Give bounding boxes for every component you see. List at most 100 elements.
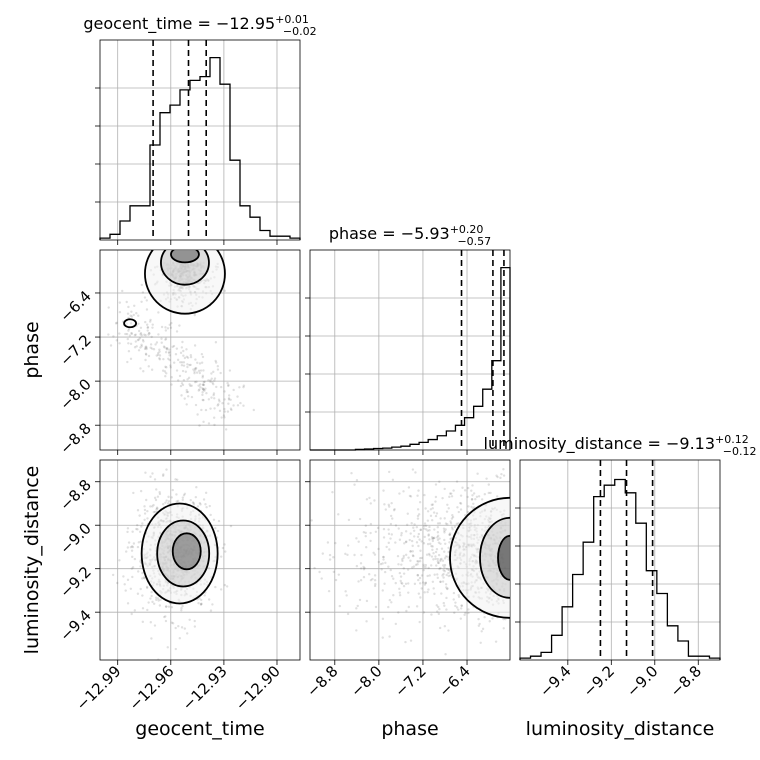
sample-point: [149, 346, 152, 349]
sample-point: [338, 604, 342, 608]
sample-point: [391, 517, 394, 520]
sample-point: [144, 345, 148, 348]
sample-point: [126, 527, 130, 530]
sample-point: [431, 580, 435, 583]
sample-point: [143, 333, 146, 336]
sample-point: [435, 512, 439, 515]
sample-point: [131, 575, 134, 579]
sample-point: [439, 558, 442, 561]
sample-point: [175, 493, 178, 496]
sample-point: [415, 605, 419, 608]
sample-point: [183, 356, 187, 360]
sample-point: [434, 514, 438, 518]
sample-point: [321, 552, 325, 555]
sample-point: [404, 640, 407, 644]
sample-point: [170, 621, 174, 624]
x-tick-label: −12.93: [179, 662, 231, 714]
sample-point: [208, 504, 211, 508]
sample-point: [487, 483, 490, 486]
sample-point: [166, 327, 170, 330]
sample-point: [387, 532, 391, 536]
sample-point: [146, 509, 149, 513]
sample-point: [408, 538, 411, 542]
sample-point: [392, 577, 395, 580]
sample-point: [164, 605, 168, 608]
sample-point: [166, 502, 170, 505]
sample-point: [217, 403, 220, 406]
sample-point: [145, 299, 148, 302]
sample-point: [162, 345, 166, 348]
sample-point: [223, 398, 226, 401]
sample-point: [404, 582, 408, 585]
sample-point: [471, 484, 474, 487]
sample-point: [144, 334, 147, 337]
sample-point: [158, 492, 162, 496]
sample-point: [158, 357, 161, 360]
sample-point: [463, 489, 467, 492]
sample-point: [426, 510, 430, 513]
sample-point: [320, 577, 323, 580]
sample-point: [228, 369, 232, 372]
sample-point: [175, 478, 179, 481]
sample-point: [217, 398, 221, 401]
sample-point: [444, 583, 448, 586]
sample-point: [144, 471, 147, 474]
sample-point: [369, 502, 372, 505]
sample-point: [435, 548, 439, 551]
sample-point: [394, 541, 397, 544]
sample-point: [170, 383, 173, 386]
contour-level-4: [123, 318, 137, 329]
sample-point: [167, 351, 171, 355]
sample-point: [151, 326, 154, 329]
sample-point: [151, 505, 154, 508]
sample-point: [328, 553, 332, 557]
sample-point: [223, 416, 226, 419]
sample-point: [400, 563, 403, 566]
sample-point: [142, 576, 146, 579]
sample-point: [118, 332, 121, 335]
sample-point: [149, 318, 152, 322]
sample-point: [137, 329, 141, 333]
sample-point: [143, 505, 146, 508]
sample-point: [430, 519, 434, 522]
sample-point: [221, 546, 225, 550]
sample-point: [423, 527, 426, 530]
sample-point: [496, 475, 499, 479]
sample-point: [215, 385, 218, 389]
sample-point: [398, 492, 401, 495]
sample-point: [419, 549, 422, 552]
panel-frame: [309, 249, 511, 451]
sample-point: [168, 323, 171, 326]
sample-point: [202, 398, 205, 402]
sample-point: [211, 603, 214, 606]
sample-point: [390, 533, 393, 536]
sample-point: [436, 573, 439, 576]
sample-point: [446, 503, 449, 506]
title-text: luminosity_distance = −9.13: [484, 434, 715, 454]
sample-point: [459, 502, 463, 505]
sample-point: [252, 408, 255, 412]
sample-point: [130, 612, 133, 616]
sample-point: [427, 552, 431, 556]
sample-point: [115, 339, 118, 342]
sample-point: [222, 414, 226, 417]
sample-point: [144, 353, 148, 356]
sample-point: [449, 574, 452, 577]
sample-point: [163, 370, 167, 373]
sample-point: [369, 531, 372, 535]
sample-point: [414, 563, 418, 567]
sample-point: [140, 525, 143, 528]
sample-point: [411, 468, 415, 471]
sample-point: [430, 544, 433, 548]
sample-point: [500, 472, 503, 476]
sample-point: [452, 489, 455, 492]
sample-point: [220, 416, 223, 419]
sample-point: [418, 620, 421, 624]
sample-point: [136, 528, 139, 531]
sample-point: [141, 607, 145, 610]
sample-point: [416, 535, 420, 538]
sample-point: [429, 514, 433, 518]
sample-point: [416, 514, 420, 518]
sample-point: [447, 629, 450, 632]
sample-point: [459, 617, 463, 620]
